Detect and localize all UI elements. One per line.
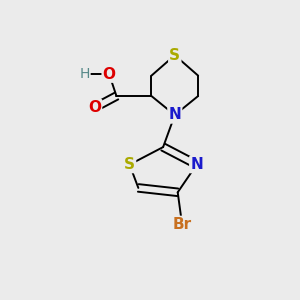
Text: N: N	[190, 157, 203, 172]
Text: Br: Br	[172, 217, 192, 232]
Text: S: S	[169, 48, 180, 63]
Text: S: S	[124, 157, 135, 172]
Text: N: N	[168, 107, 181, 122]
Text: H: H	[79, 67, 90, 81]
Text: O: O	[88, 100, 101, 115]
Text: O: O	[103, 67, 116, 82]
